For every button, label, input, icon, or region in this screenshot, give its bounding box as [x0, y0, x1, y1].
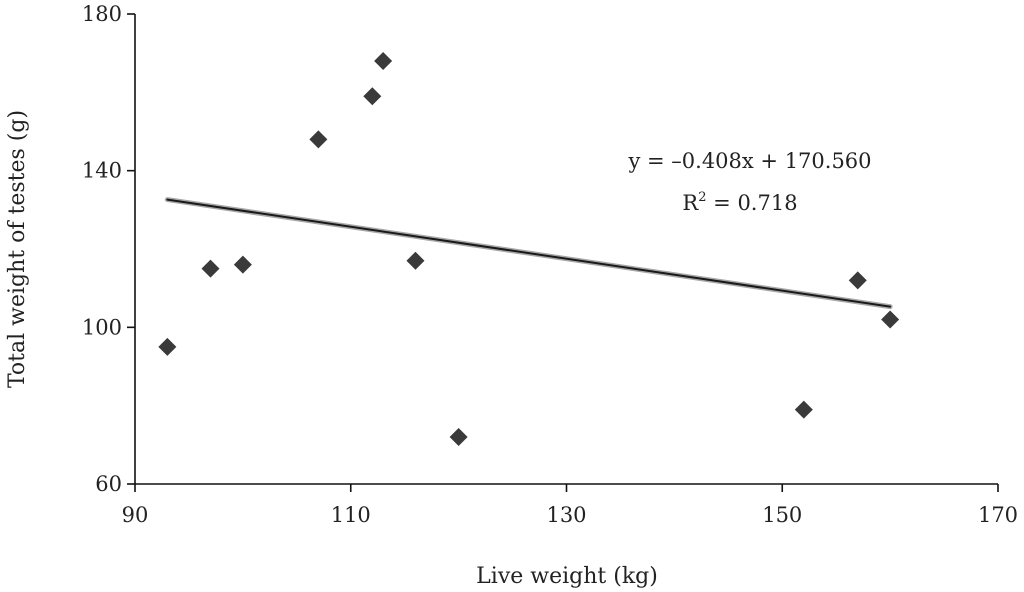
x-axis-ticks: 90 110 130 150 170	[122, 484, 1018, 527]
trendline	[166, 198, 892, 308]
axes	[134, 14, 998, 485]
data-point	[309, 130, 328, 149]
data-point	[406, 251, 425, 270]
data-point	[794, 400, 813, 419]
trendline-equation: y = –0.408x + 170.560	[627, 149, 871, 173]
x-tick-label: 170	[978, 503, 1018, 527]
x-tick-label: 90	[122, 503, 149, 527]
data-point	[363, 87, 382, 106]
x-tick-label: 150	[762, 503, 802, 527]
data-point	[233, 255, 252, 274]
y-axis-title: Total weight of testes (g)	[5, 110, 30, 388]
data-point	[201, 259, 220, 278]
y-tick-label: 140	[82, 159, 122, 183]
data-point	[848, 271, 867, 290]
data-points	[158, 52, 900, 446]
r-squared-label: R2 = 0.718	[682, 190, 797, 215]
data-point	[449, 428, 468, 446]
y-axis-ticks: 60 100 140 180	[82, 2, 135, 496]
data-point	[881, 310, 900, 329]
x-axis-title: Live weight (kg)	[476, 564, 658, 589]
data-point	[158, 337, 177, 356]
data-point	[374, 52, 393, 70]
y-tick-label: 180	[82, 2, 122, 26]
x-tick-label: 110	[331, 503, 371, 527]
y-tick-label: 60	[95, 472, 122, 496]
x-tick-label: 130	[546, 503, 586, 527]
y-tick-label: 100	[82, 315, 122, 339]
